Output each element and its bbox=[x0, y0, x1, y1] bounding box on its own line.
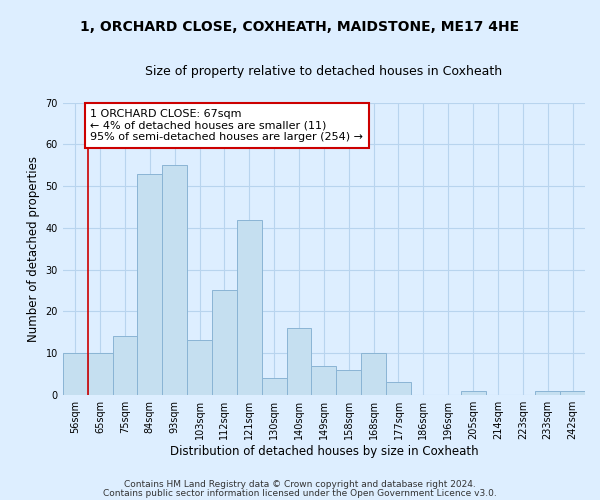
Y-axis label: Number of detached properties: Number of detached properties bbox=[27, 156, 40, 342]
Bar bbox=[461, 390, 485, 394]
Title: Size of property relative to detached houses in Coxheath: Size of property relative to detached ho… bbox=[145, 65, 502, 78]
Bar bbox=[63, 353, 88, 395]
Text: 1, ORCHARD CLOSE, COXHEATH, MAIDSTONE, ME17 4HE: 1, ORCHARD CLOSE, COXHEATH, MAIDSTONE, M… bbox=[80, 20, 520, 34]
Bar bbox=[162, 166, 187, 394]
Text: Contains public sector information licensed under the Open Government Licence v3: Contains public sector information licen… bbox=[103, 488, 497, 498]
Bar bbox=[287, 328, 311, 394]
Bar bbox=[212, 290, 237, 395]
Bar bbox=[337, 370, 361, 394]
Text: Contains HM Land Registry data © Crown copyright and database right 2024.: Contains HM Land Registry data © Crown c… bbox=[124, 480, 476, 489]
Bar bbox=[262, 378, 287, 394]
Bar bbox=[361, 353, 386, 395]
Bar bbox=[386, 382, 411, 394]
Bar bbox=[560, 390, 585, 394]
Bar bbox=[113, 336, 137, 394]
X-axis label: Distribution of detached houses by size in Coxheath: Distribution of detached houses by size … bbox=[170, 444, 478, 458]
Bar bbox=[88, 353, 113, 395]
Bar bbox=[311, 366, 337, 394]
Bar bbox=[237, 220, 262, 394]
Text: 1 ORCHARD CLOSE: 67sqm
← 4% of detached houses are smaller (11)
95% of semi-deta: 1 ORCHARD CLOSE: 67sqm ← 4% of detached … bbox=[90, 109, 363, 142]
Bar bbox=[187, 340, 212, 394]
Bar bbox=[137, 174, 162, 394]
Bar bbox=[535, 390, 560, 394]
